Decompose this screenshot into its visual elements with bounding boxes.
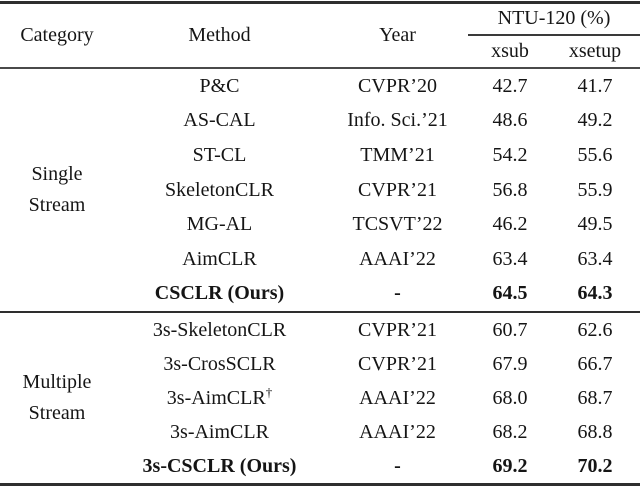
method-cell: CSCLR (Ours) <box>154 282 285 305</box>
table-row: 3s-SkeletonCLR CVPR’21 60.7 62.6 <box>114 313 640 347</box>
xsub-cell: 60.7 <box>492 318 528 341</box>
table-row: 3s-CrosSCLR CVPR’21 67.9 66.7 <box>114 347 640 381</box>
table-row: P&C CVPR’20 42.7 41.7 <box>114 69 640 104</box>
xsub-cell: 56.8 <box>492 178 528 201</box>
table-row-ours: CSCLR (Ours) - 64.5 64.3 <box>114 276 640 311</box>
table-row: AimCLR AAAI’22 63.4 63.4 <box>114 242 640 277</box>
table-row: MG-AL TCSVT’22 46.2 49.5 <box>114 207 640 242</box>
method-cell: P&C <box>199 74 240 97</box>
table-row: AS-CAL Info. Sci.’21 48.6 49.2 <box>114 104 640 139</box>
method-cell: 3s-CrosSCLR <box>163 352 276 375</box>
column-header-ntu120: NTU-120 (%) <box>497 7 611 29</box>
column-header-xsub: xsub <box>491 39 529 62</box>
method-cell: 3s-SkeletonCLR <box>152 318 287 341</box>
year-cell: TMM’21 <box>360 143 435 166</box>
method-cell: 3s-AimCLR <box>170 420 269 443</box>
header-separator-rule <box>0 67 640 69</box>
xsub-cell: 54.2 <box>492 143 528 166</box>
category-line: Stream <box>28 194 86 216</box>
column-header-xsetup: xsetup <box>568 39 622 62</box>
xsetup-cell: 68.7 <box>577 386 613 409</box>
year-cell: CVPR’20 <box>358 74 437 97</box>
xsub-cell: 69.2 <box>492 454 528 477</box>
category-label-single-stream: Single Stream <box>0 69 114 311</box>
xsetup-cell: 55.9 <box>577 178 613 201</box>
year-cell: CVPR’21 <box>358 178 437 201</box>
xsub-cell: 68.2 <box>492 420 528 443</box>
dagger-mark: † <box>265 383 273 399</box>
xsetup-cell: 62.6 <box>577 318 613 341</box>
table-row: 3s-AimCLR† AAAI’22 68.0 68.7 <box>114 381 640 415</box>
xsub-cell: 67.9 <box>492 352 528 375</box>
method-cell: SkeletonCLR <box>165 178 274 201</box>
xsetup-cell: 66.7 <box>577 352 613 375</box>
section-separator-rule <box>0 311 640 313</box>
year-cell: - <box>394 282 401 305</box>
year-cell: AAAI’22 <box>359 420 436 443</box>
xsetup-cell: 64.3 <box>577 282 613 305</box>
ntu120-underline-rule <box>468 34 640 36</box>
method-cell: MG-AL <box>186 213 253 236</box>
method-cell: 3s-AimCLR† <box>166 383 273 409</box>
xsub-cell: 64.5 <box>492 282 528 305</box>
year-cell: CVPR’21 <box>358 318 437 341</box>
xsetup-cell: 68.8 <box>577 420 613 443</box>
column-header-year: Year <box>379 24 416 46</box>
column-header-category: Category <box>20 24 94 46</box>
year-cell: CVPR’21 <box>358 352 437 375</box>
method-cell: 3s-CSCLR (Ours) <box>142 454 297 477</box>
year-cell: - <box>394 454 401 477</box>
method-cell: AimCLR <box>182 247 257 270</box>
category-line: Stream <box>28 402 86 424</box>
table-header: Category Method Year NTU-120 (%) xsub xs… <box>0 4 640 67</box>
xsetup-cell: 49.2 <box>577 109 613 132</box>
xsub-cell: 68.0 <box>492 386 528 409</box>
section-multiple-stream: Multiple Stream 3s-SkeletonCLR CVPR’21 6… <box>0 313 640 483</box>
xsetup-cell: 63.4 <box>577 247 613 270</box>
method-cell: ST-CL <box>192 143 247 166</box>
top-rule <box>0 1 640 4</box>
bottom-rule <box>0 483 640 486</box>
xsub-cell: 46.2 <box>492 213 528 236</box>
method-cell: AS-CAL <box>183 109 256 132</box>
section-single-stream: Single Stream P&C CVPR’20 42.7 41.7 AS-C… <box>0 69 640 311</box>
year-cell: AAAI’22 <box>359 247 436 270</box>
xsub-cell: 42.7 <box>492 74 528 97</box>
year-cell: TCSVT’22 <box>352 213 443 236</box>
category-line: Single <box>31 163 83 185</box>
category-label-multiple-stream: Multiple Stream <box>0 313 114 483</box>
year-cell: AAAI’22 <box>359 386 436 409</box>
table-row: SkeletonCLR CVPR’21 56.8 55.9 <box>114 173 640 208</box>
xsetup-cell: 55.6 <box>577 143 613 166</box>
xsetup-cell: 70.2 <box>577 454 613 477</box>
category-line: Multiple <box>22 371 92 393</box>
table-row-ours: 3s-CSCLR (Ours) - 69.2 70.2 <box>114 449 640 483</box>
year-cell: Info. Sci.’21 <box>347 109 448 132</box>
xsub-cell: 63.4 <box>492 247 528 270</box>
xsetup-cell: 41.7 <box>577 74 613 97</box>
column-header-method: Method <box>188 24 251 46</box>
xsub-cell: 48.6 <box>492 109 528 132</box>
table-row: 3s-AimCLR AAAI’22 68.2 68.8 <box>114 415 640 449</box>
xsetup-cell: 49.5 <box>577 213 613 236</box>
table-row: ST-CL TMM’21 54.2 55.6 <box>114 138 640 173</box>
